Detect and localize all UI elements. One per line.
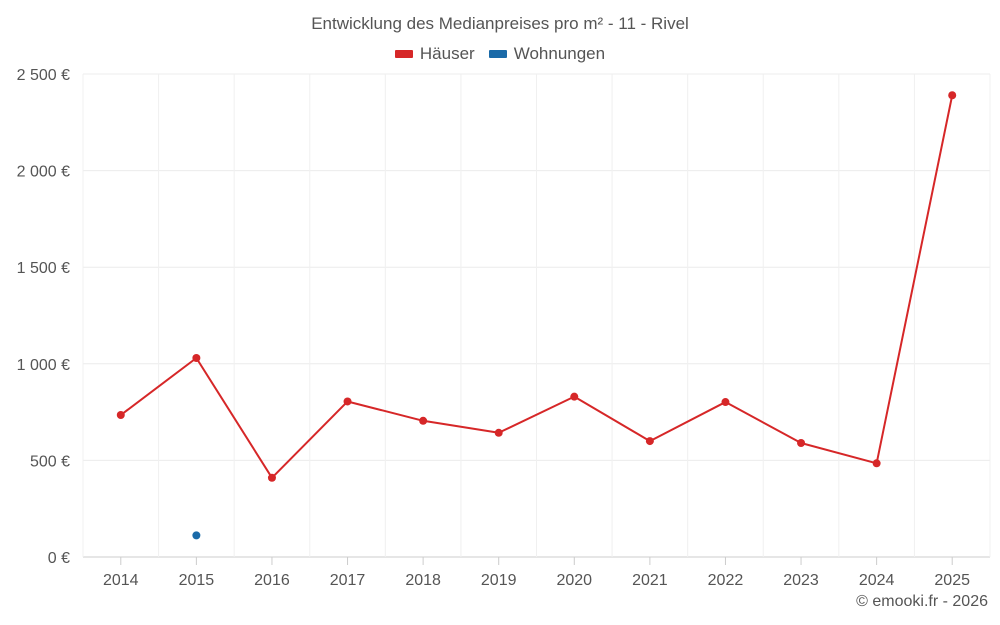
data-point-series-0: [419, 416, 428, 425]
data-point-series-0: [570, 392, 579, 401]
chart-title: Entwicklung des Medianpreises pro m² - 1…: [311, 14, 689, 33]
x-tick-label: 2014: [103, 572, 139, 589]
legend-label-haeuser: Häuser: [419, 44, 475, 63]
data-point-series-0: [645, 437, 654, 446]
data-point-series-0: [267, 473, 276, 482]
data-point-series-0: [797, 439, 806, 448]
x-tick-label: 2020: [556, 572, 592, 589]
data-point-series-0: [116, 410, 125, 419]
data-point-series-0: [343, 397, 352, 406]
x-tick-label: 2022: [708, 572, 744, 589]
x-tick-label: 2024: [859, 572, 895, 589]
legend-label-wohnungen: Wohnungen: [513, 44, 606, 63]
legend: Häuser Wohnungen: [0, 44, 1000, 64]
y-tick-label: 1 500 €: [17, 260, 70, 277]
y-tick-label: 1 000 €: [17, 357, 70, 374]
series-line-0: [120, 95, 954, 479]
y-tick-label: 2 500 €: [17, 67, 70, 84]
y-tick-label: 0 €: [48, 550, 70, 567]
data-point-series-0: [872, 459, 881, 468]
y-tick-label: 500 €: [30, 453, 70, 470]
x-tick-label: 2016: [254, 572, 290, 589]
y-tick-label: 2 000 €: [17, 164, 70, 181]
data-point-series-0: [721, 398, 730, 407]
x-tick-label: 2019: [481, 572, 517, 589]
data-point-series-0: [948, 91, 957, 100]
x-tick-label: 2018: [405, 572, 441, 589]
legend-swatch-wohnungen: [488, 50, 507, 58]
x-tick-label: 2025: [934, 572, 970, 589]
data-point-series-0: [494, 428, 503, 437]
legend-item-haeuser[interactable]: Häuser: [394, 44, 475, 64]
legend-item-wohnungen[interactable]: Wohnungen: [488, 44, 606, 64]
credit-text: © emooki.fr - 2026: [856, 593, 988, 610]
x-tick-label: 2017: [330, 572, 366, 589]
x-tick-label: 2023: [783, 572, 819, 589]
legend-swatch-haeuser: [394, 50, 413, 58]
x-tick-label: 2021: [632, 572, 668, 589]
x-tick-label: 2015: [179, 572, 215, 589]
data-point-series-0: [192, 354, 201, 363]
data-point-series-1: [192, 531, 201, 540]
